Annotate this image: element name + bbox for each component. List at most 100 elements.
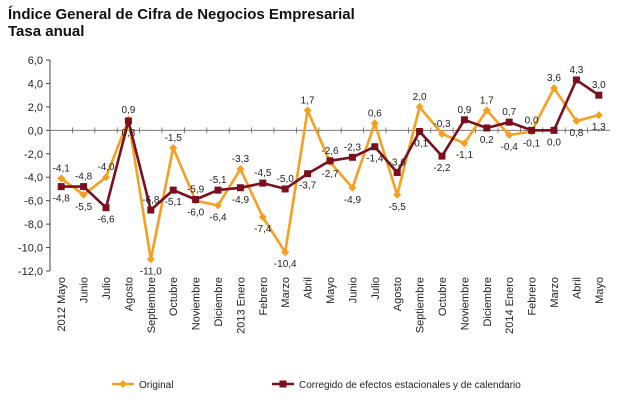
y-tick-label: 0,0 bbox=[28, 125, 43, 137]
legend-item-original: Original bbox=[112, 380, 173, 391]
x-tick-label: Mayo bbox=[594, 277, 606, 304]
y-tick-label: -10,0 bbox=[18, 243, 43, 255]
data-point bbox=[460, 139, 469, 148]
data-point bbox=[80, 183, 88, 191]
legend: Original Corregido de efectos estacionale… bbox=[112, 380, 521, 391]
x-tick-label: Octubre bbox=[437, 277, 449, 316]
data-point bbox=[393, 169, 401, 177]
x-tick-label: Abril bbox=[571, 277, 583, 299]
data-label-original: -4,9 bbox=[344, 195, 362, 206]
data-label-original: -10,4 bbox=[274, 259, 297, 270]
data-point bbox=[281, 248, 290, 257]
data-point bbox=[214, 186, 222, 194]
data-point bbox=[169, 186, 177, 194]
data-point bbox=[572, 116, 581, 125]
data-label-original: 1,3 bbox=[592, 122, 606, 133]
x-tick-label: Agosto bbox=[123, 277, 135, 311]
x-tick-label: Junio bbox=[79, 277, 91, 303]
data-label-corregido: -5,0 bbox=[277, 174, 295, 185]
legend-label: Original bbox=[139, 380, 173, 391]
x-tick-label: 2014 Enero bbox=[504, 277, 516, 334]
y-tick-label: -4,0 bbox=[24, 172, 43, 184]
data-label-corregido: -5,9 bbox=[187, 184, 205, 195]
x-tick-label: Julio bbox=[101, 277, 113, 300]
data-label-original: 0,9 bbox=[121, 105, 135, 116]
data-point bbox=[79, 190, 88, 199]
legend-label: Corregido de efectos estacionales y de c… bbox=[299, 380, 521, 391]
y-tick-label: -2,0 bbox=[24, 149, 43, 161]
y-tick-label: 6,0 bbox=[28, 55, 43, 67]
data-point bbox=[550, 84, 558, 93]
y-tick-label: 2,0 bbox=[28, 102, 43, 114]
data-label-original: -3,3 bbox=[232, 154, 250, 165]
data-label-corregido: 0,9 bbox=[457, 105, 471, 116]
data-label-corregido: -4,9 bbox=[232, 195, 250, 206]
data-label-original: 0,6 bbox=[368, 108, 382, 119]
data-label-corregido: -4,8 bbox=[53, 194, 71, 205]
data-label-corregido: -6,8 bbox=[142, 195, 160, 206]
data-label-original: -4,1 bbox=[53, 163, 71, 174]
data-label-corregido: -4,8 bbox=[75, 172, 93, 183]
x-tick-label: 2013 Enero bbox=[235, 277, 247, 334]
data-labels-layer: -4,1-4,8-5,5-4,8-4,0-6,60,90,8-11,0-6,8-… bbox=[53, 65, 607, 277]
legend-marker bbox=[279, 380, 287, 388]
data-point bbox=[236, 165, 245, 174]
data-label-original: -0,4 bbox=[501, 142, 519, 153]
x-tick-label: Diciembre bbox=[213, 277, 225, 327]
x-tick-label: Octubre bbox=[168, 277, 180, 316]
x-tick-label: 2012 Mayo bbox=[56, 277, 68, 331]
data-point bbox=[370, 119, 379, 128]
data-point bbox=[348, 153, 356, 161]
data-label-corregido: 0,0 bbox=[547, 137, 561, 148]
data-point bbox=[102, 173, 110, 182]
data-point bbox=[482, 106, 491, 115]
x-tick-label: Septiembre bbox=[146, 277, 158, 333]
x-tick-label: Febrero bbox=[258, 277, 270, 316]
x-tick-label: Agosto bbox=[392, 277, 404, 311]
data-label-corregido: -2,2 bbox=[433, 163, 451, 174]
data-point bbox=[505, 118, 513, 126]
data-point bbox=[438, 129, 446, 138]
data-point bbox=[214, 201, 222, 210]
chart-axes: 6,0 4,0 2,0 0,0 -2,0 -4,0 -6,0 -8,0 -10,0 -12,0 20… bbox=[18, 55, 610, 334]
chart-title-block: Índice General de Cifra de Negocios Empr… bbox=[8, 6, 355, 40]
data-label-corregido: 0,0 bbox=[525, 115, 539, 126]
x-tick-label: Marzo bbox=[549, 277, 561, 308]
data-label-corregido: -2,6 bbox=[321, 146, 339, 157]
data-label-corregido: 0,8 bbox=[121, 128, 135, 139]
y-tick-label: -6,0 bbox=[24, 196, 43, 208]
x-tick-label: Diciembre bbox=[482, 277, 494, 327]
data-label-original: -0,1 bbox=[523, 139, 541, 150]
data-point bbox=[528, 126, 536, 134]
data-point bbox=[304, 170, 312, 178]
data-point bbox=[326, 157, 334, 165]
data-label-original: -0,3 bbox=[433, 119, 451, 130]
data-point bbox=[505, 131, 514, 140]
y-tick-label: -8,0 bbox=[24, 219, 43, 231]
data-point bbox=[236, 184, 244, 192]
data-point bbox=[57, 174, 66, 183]
x-tick-label: Marzo bbox=[280, 277, 292, 308]
data-label-original: -6,0 bbox=[187, 208, 205, 219]
data-label-original: -4,0 bbox=[97, 162, 115, 173]
data-label-corregido: 4,3 bbox=[569, 65, 583, 76]
data-point bbox=[572, 76, 580, 84]
data-label-original: 3,6 bbox=[547, 73, 561, 84]
data-label-corregido: 0,7 bbox=[502, 107, 516, 118]
data-label-corregido: -4,5 bbox=[254, 168, 272, 179]
x-tick-label: Junio bbox=[347, 277, 359, 303]
data-label-corregido: -1,4 bbox=[366, 154, 384, 165]
data-label-original: -2,7 bbox=[321, 169, 339, 180]
series-layer bbox=[57, 76, 603, 264]
data-point bbox=[147, 206, 155, 214]
data-point bbox=[393, 190, 402, 199]
data-label-original: -1,1 bbox=[456, 150, 474, 161]
data-point bbox=[281, 185, 289, 193]
data-point bbox=[595, 91, 603, 99]
data-label-corregido: -0,1 bbox=[411, 139, 429, 150]
data-label-original: 1,7 bbox=[480, 95, 494, 106]
data-point bbox=[169, 143, 178, 152]
x-tick-label: Septiembre bbox=[415, 277, 427, 333]
data-point bbox=[259, 179, 267, 187]
